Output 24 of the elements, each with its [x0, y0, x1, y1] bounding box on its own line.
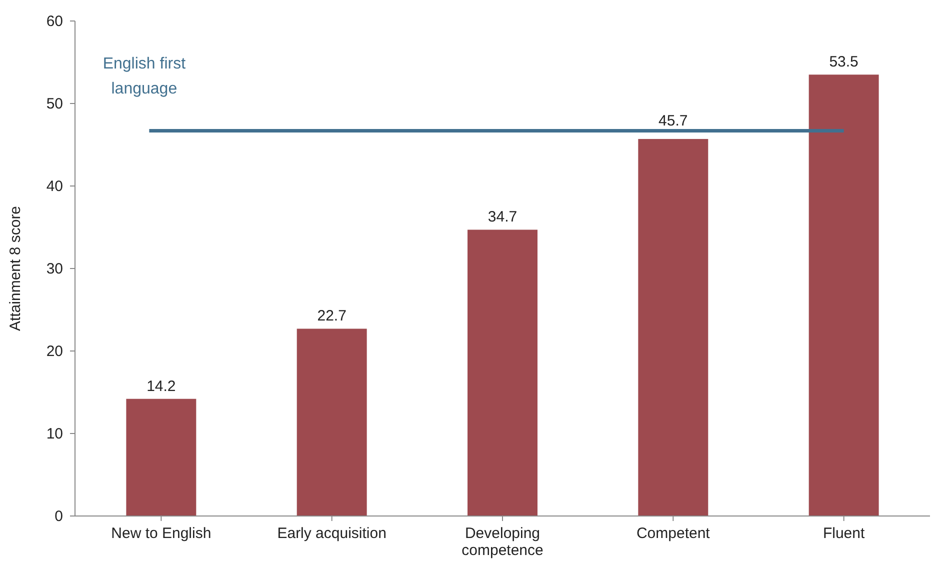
x-tick-label: Developing competence	[462, 525, 544, 559]
x-tick-label: Early acquisition	[277, 525, 386, 542]
y-tick-label: 30	[46, 260, 63, 278]
y-tick-label: 40	[46, 178, 63, 195]
bar	[126, 398, 196, 516]
data-label: 34.7	[488, 208, 518, 226]
data-label: 22.7	[317, 308, 346, 325]
data-label: 45.7	[658, 112, 688, 130]
y-axis-title: Attainment 8 score	[7, 206, 24, 332]
bar	[296, 328, 367, 516]
x-tick-label: Competent	[636, 525, 711, 542]
bar	[808, 74, 879, 516]
bar	[638, 138, 708, 516]
x-tick-label: New to English	[111, 525, 212, 542]
y-tick-label: 60	[46, 13, 63, 30]
y-tick-label: 20	[46, 343, 63, 360]
y-tick-label: 50	[46, 96, 63, 112]
y-tick-label: 10	[46, 426, 63, 442]
data-label: 14.2	[146, 378, 176, 395]
y-tick-label: 0	[54, 508, 63, 525]
x-tick-label: Fluent	[822, 525, 866, 542]
bar	[468, 230, 538, 516]
data-label: 53.5	[829, 54, 858, 71]
ref-line-label: English first language	[102, 56, 186, 98]
